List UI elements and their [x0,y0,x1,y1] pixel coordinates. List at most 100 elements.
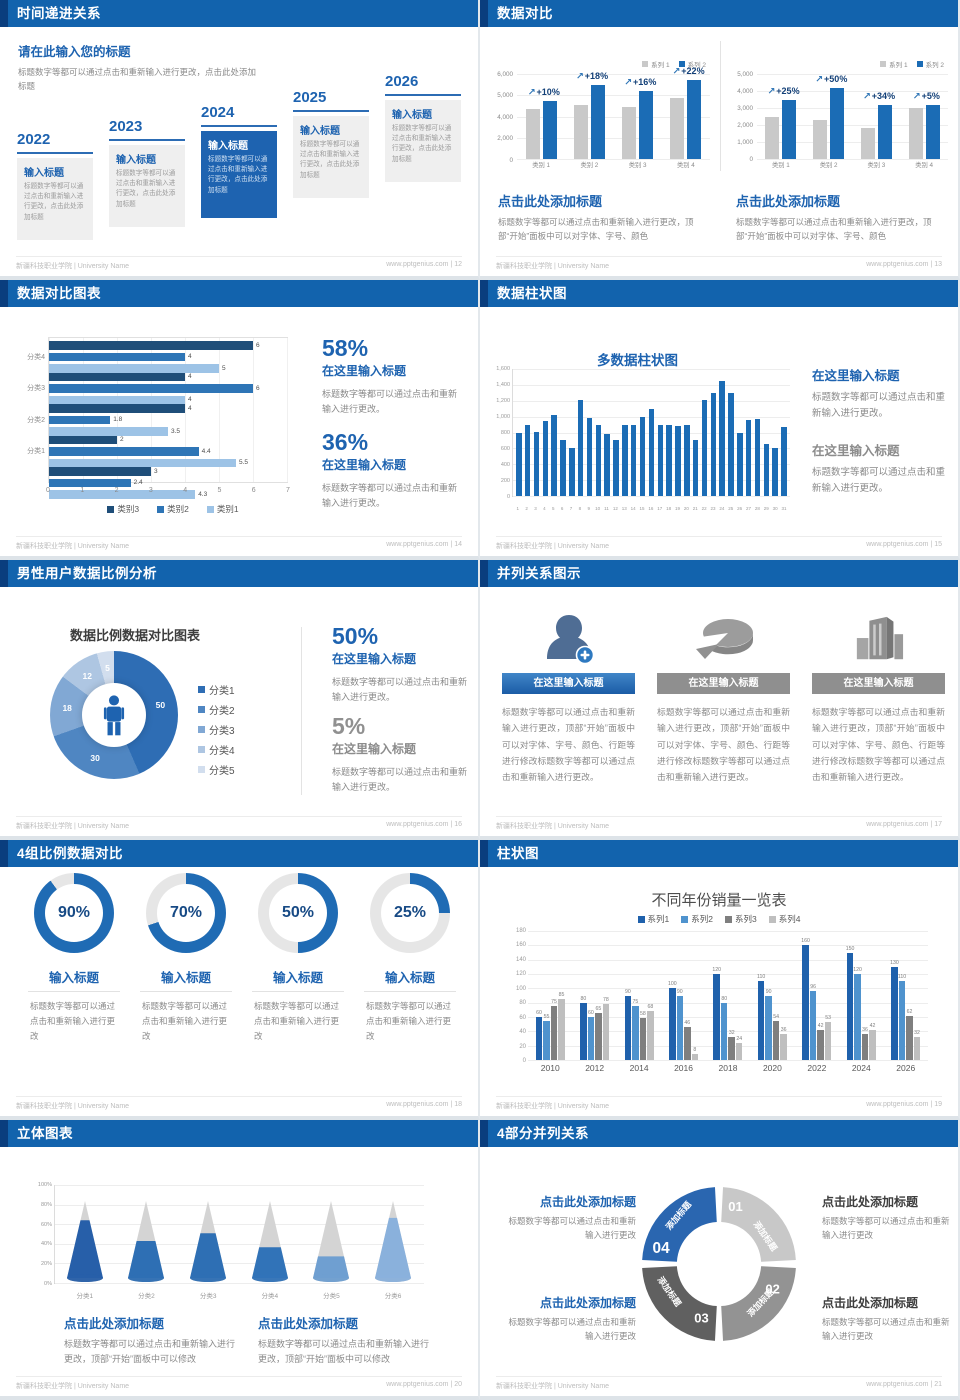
cn-row: 分类1 分类2 分类3 分类4 分类5 分类6 [54,1185,424,1300]
lg-sq9 [206,505,214,513]
slide-footer: 新疆科技职业学院 | University Name www.pptgenius… [496,1376,942,1391]
cycle-diagram: 01 02 03 04 添加标题 添加标题 添加标题 添加标题 [638,1183,800,1345]
hb-ln: 2.4 [49,478,287,487]
stat-title: 在这里输入标题 [332,742,417,756]
title-bar-accent [0,1120,8,1147]
gb-b [624,995,632,1060]
slide-thumbnail-16[interactable]: 男性用户数据比例分析 数据比例数据对比图表 50 30 18 12 5 分类1 分类2 [0,560,480,840]
gauge-ring: 90% [34,873,114,953]
gb-g: 130 110 62 32 2026 [890,931,921,1073]
cycle-number: 04 [653,1240,671,1257]
caption-block-bottom-left: 点击此处添加标题 标题数字等都可以通过点击和重新输入进行更改 [506,1294,636,1344]
hb-row: 分类3 4 6 4 [27,372,287,404]
gb-b [728,1037,735,1060]
hb-ln: 4 [49,395,287,404]
slide-thumbnail-19[interactable]: 柱状图 不同年份销量一览表 系列1 系列2 系列3 系列4 180 160 140 120 1… [480,840,960,1120]
cc-b [586,418,593,496]
slide-thumbnail-15[interactable]: 数据柱状图 多数据柱状图 1,600 1,400 1,200 1,000 800 600 4… [480,280,960,560]
gb-g: 80 60 65 78 2012 [580,931,610,1073]
cc-b [630,425,637,496]
hb-ln: 3 [49,467,287,476]
cc-b [754,419,761,496]
gb-v: 32 [728,1030,735,1037]
slide-title-bar: 男性用户数据比例分析 [0,560,478,587]
cone-shape [375,1201,412,1282]
cc-b [728,392,734,496]
cc-b [622,425,628,496]
timeline-card-title: 输入标题 [24,168,64,179]
cc-b [613,440,619,496]
gb-x: 2010 [540,1063,560,1073]
stat-title: 在这里输入标题 [322,364,407,378]
lg-sq9 [637,915,645,923]
pc-b [765,116,780,159]
hb-plot: 分类4 6 4 5 分类3 4 6 4 分类2 4 1.8 3.5 分类1 2 4.4 5.5 3 2.4 4.3 [27,337,288,499]
grid-h [517,95,710,97]
title-bar-accent [480,840,488,867]
footer-page: www.pptgenius.com | 12 [386,261,462,268]
gb-b [669,988,676,1060]
slide-thumbnail-18[interactable]: 4组比例数据对比 90% 输入标题 标题数字等都可以通过点击和重新输入进行更改 … [0,840,480,1120]
slide-body: 90% 输入标题 标题数字等都可以通过点击和重新输入进行更改 70% 输入标题 … [0,867,476,1096]
lg-t9: 类别3 [117,504,140,514]
slide-thumbnail-21[interactable]: 4部分并列关系 01 02 03 04 添加标题 添加标题 添加标题 添加标题 点击此处添加标… [480,1120,960,1400]
slide-title-bar: 4部分并列关系 [480,1120,958,1147]
stat-text: 标题数字等都可以通过点击和重新输入进行更改。 [332,677,468,703]
slide-thumbnail-13[interactable]: 数据对比 系列 1 系列 2 6,000 5,000 4,000 2,000 0 ↗+10% 类… [480,0,960,280]
cc-xt: 27 [745,506,751,511]
grid-h [528,974,928,975]
up-arrow-icon: ↗ [624,77,633,88]
slide-footer: 新疆科技职业学院 | University Name www.pptgenius… [496,536,942,551]
gb-v: 36 [780,1027,787,1034]
caption-block: 点击此处添加标题 标题数字等都可以通过点击和重新输入进行更改，顶部“开始”面板中… [498,191,712,244]
gb-v: 42 [869,1022,876,1029]
grid-h [528,1060,928,1061]
pc-b [525,109,540,159]
lg-t9: 系列2 [691,914,713,924]
gb-v: 8 [693,1047,697,1054]
grid-h [528,1017,928,1018]
pc-b [590,85,605,159]
cc-plot [512,369,790,497]
slide-thumbnail-17[interactable]: 并列关系图示 在这里输入标题 标题数字等都可以通过点击和重新输入进行更改，顶部“… [480,560,960,840]
hb-ln: 5.5 [49,458,287,467]
dn-lab: 18 [62,702,72,713]
grid-h [55,1263,424,1265]
gb-b [550,1006,558,1060]
timeline-card: 输入标题 标题数字等都可以通过点击和重新输入进行更改，点击此处添加标题 [109,145,185,227]
gb-v: 65 [595,1006,602,1013]
lg-sq [678,61,685,67]
gb-yc: 180 160 140 120 100 80 60 40 20 0 [515,928,526,1064]
gb-g: 110 90 54 36 2020 [757,931,787,1073]
gb-cell: 150 [846,931,854,1060]
gb-cell: 75 [550,931,558,1060]
gb-g: 160 96 42 53 2022 [801,931,832,1073]
lg-t9: 系列1 [647,914,670,924]
cone-shape [66,1201,103,1282]
up-arrow-icon: ↗ [815,73,824,85]
slide-title: 男性用户数据比例分析 [17,566,157,581]
grid-h [528,945,928,947]
timeline-item-2025: 2025 输入标题 标题数字等都可以通过点击和重新输入进行更改，点击此处添加标题 [293,89,369,198]
hb-b [49,341,253,350]
gauge-block-2: 70% 输入标题 标题数字等都可以通过点击和重新输入进行更改 [140,873,232,1044]
stat-block: 5% 在这里输入标题 标题数字等都可以通过点击和重新输入进行更改。 [332,713,472,796]
hb-xt: 2 [114,487,119,494]
lg-t9: 类别2 [167,504,189,514]
lg-sq9 [198,686,205,693]
gb-b [639,1018,647,1060]
slide-thumbnail-20[interactable]: 立体图表 100% 80% 60% 40% 20% 0% 分类1 分类2 分类3 分类4 分类5 分类… [0,1120,480,1400]
gb-x: 2016 [674,1063,693,1073]
slide-thumbnail-14[interactable]: 数据对比图表 分类4 6 4 5 分类3 4 6 4 分类2 4 1.8 3.5 分类1 2 4.4 5.5 3… [0,280,480,560]
slide-title-bar: 并列关系图示 [480,560,958,587]
pc-b [830,87,845,159]
grid-h [55,1204,424,1206]
slide-thumbnail-12[interactable]: 时间递进关系 请在此输入您的标题 标题数字等都可以通过点击和重新输入进行更改，点… [0,0,480,280]
gb-v: 120 [712,967,722,974]
dn-lab: 30 [90,753,100,764]
up-arrow-icon: ↗ [862,90,871,102]
hb-gl: 分类4 [27,353,45,361]
gb-cell: 85 [558,931,565,1060]
hb-v: 3.5 [171,427,181,435]
